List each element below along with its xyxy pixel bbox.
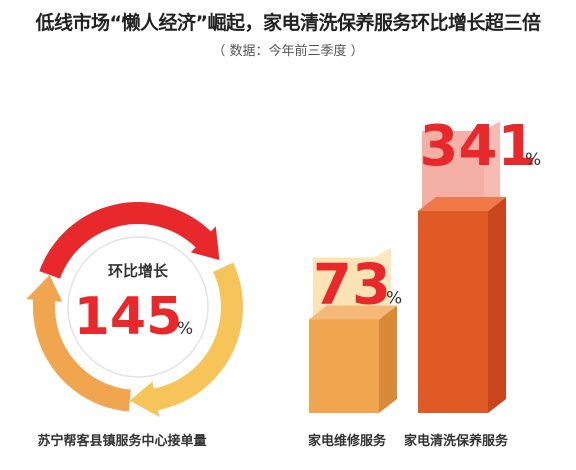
bar-backdrop-side xyxy=(375,247,391,320)
bar-category-label: 家电维修服务 xyxy=(308,433,387,449)
bar-front xyxy=(309,319,379,413)
ring-category-label: 苏宁帮客县镇服务中心接单量 xyxy=(37,433,206,449)
ring-arc-red xyxy=(39,201,220,279)
ring-value-number: 145 xyxy=(74,287,183,347)
bar-value-unit: % xyxy=(386,288,402,308)
ring-badge-label: 环比增长 xyxy=(108,262,169,280)
bar-category-label: 家电清洗保养服务 xyxy=(404,433,509,449)
bar-top xyxy=(418,197,506,211)
ring-inner-circle xyxy=(67,236,209,378)
bar-backdrop xyxy=(422,131,484,211)
bar-front xyxy=(418,211,488,413)
bar-value-label: 73 xyxy=(313,252,391,317)
bar-value-unit: % xyxy=(525,150,541,170)
bar-value-label: 341 xyxy=(420,114,537,179)
bar-side xyxy=(379,305,397,413)
chart-subtitle: （ 数据：今年前三季度 ） xyxy=(212,44,364,59)
bar-top xyxy=(309,305,397,320)
bar-chart: 73% 家电维修服务 341% 家电清洗保养服务 xyxy=(308,114,541,449)
bar-side xyxy=(488,197,506,413)
ring-arcs xyxy=(26,201,244,417)
ring-chart: 环比增长 145 % 苏宁帮客县镇服务中心接单量 xyxy=(26,201,244,449)
bar-backdrop-side xyxy=(484,121,500,211)
ring-arc-yellow xyxy=(129,262,244,417)
ring-arc-orange xyxy=(26,274,131,412)
chart-title: 低线市场“懒人经济”崛起，家电清洗保养服务环比增长超三倍 xyxy=(35,12,541,34)
ring-value-unit: % xyxy=(177,319,193,339)
bar-backdrop xyxy=(313,257,375,320)
